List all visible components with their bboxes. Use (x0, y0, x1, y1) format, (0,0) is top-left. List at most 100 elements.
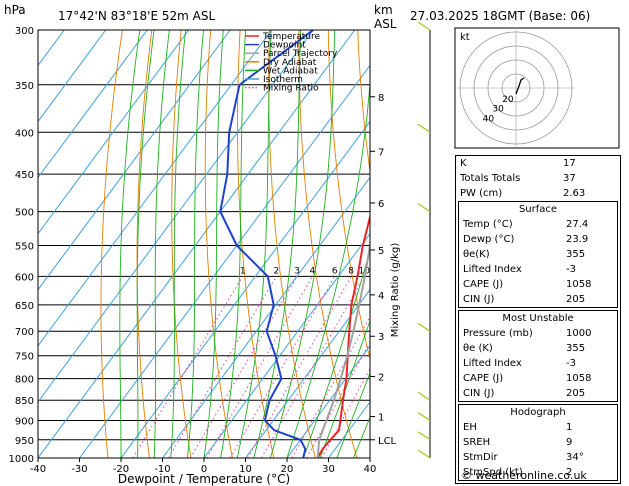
mixing-ratio-label: 2 (273, 266, 279, 276)
pressure-tick-label: 1000 (9, 454, 34, 465)
mixing-ratio-line (167, 276, 277, 458)
x-tick-label: 20 (281, 464, 294, 475)
wet-adiabat-line (269, 30, 336, 458)
dry-adiabat-line (298, 30, 358, 458)
wet-adiabat-line (220, 30, 247, 458)
left-unit-label: hPa (4, 3, 26, 17)
location-label: 17°42'N 83°18'E 52m ASL (58, 9, 215, 23)
plot-frame (37, 29, 371, 459)
legend-entry: Parcel Trajectory (263, 49, 338, 59)
wind-barb (417, 322, 431, 332)
hodograph-unit-label: kt (460, 32, 470, 43)
x-tick-label: 30 (322, 464, 335, 475)
mixing-ratio-label: 1 (240, 266, 246, 276)
isotherm-line (38, 30, 107, 123)
mixing-ratio-label: 8 (348, 266, 354, 276)
mixing-ratio-axis-title: Mixing Ratio (g/kg) (390, 243, 401, 338)
pressure-tick-label: 650 (15, 301, 34, 312)
surface-box: Surface Temp (°C) 27.4 Dewp (°C) 23.9 θe(K… (458, 201, 618, 308)
x-tick-label: 0 (201, 464, 207, 475)
height-km-label: 4 (378, 291, 384, 302)
hodo-row: EH 1 (463, 422, 573, 433)
hodograph-trace (515, 77, 525, 95)
mu-row: CIN (J) 205 (463, 388, 586, 399)
wind-barb (417, 203, 431, 213)
hodograph-table-title: Hodograph (510, 407, 566, 418)
surface-row: Temp (°C) 27.4 (463, 219, 589, 230)
mixing-ratio-line (206, 276, 313, 458)
height-km-label: 2 (378, 372, 384, 383)
isotherm-line (286, 344, 370, 458)
mixing-ratio-label: 20 (401, 266, 413, 276)
legend-entry: Wet Adiabat (263, 66, 318, 76)
hodo-row: StmSpd (kt) 2 (463, 467, 573, 478)
surface-row: CAPE (J) 1058 (463, 279, 592, 290)
mixing-ratio-label: 4 (310, 266, 316, 276)
most-unstable-box: Most Unstable Pressure (mb) 1000 θe (K) 35… (458, 310, 618, 402)
legend-entry: Dewpoint (263, 41, 306, 51)
dry-adiabat-line (357, 30, 370, 175)
pressure-tick-label: 550 (15, 241, 34, 252)
legend-entry: Temperature (262, 32, 320, 42)
wind-barb (417, 431, 431, 441)
x-tick-label: -30 (71, 464, 87, 475)
mixing-ratio-line (247, 276, 352, 458)
wet-adiabat-line (119, 30, 141, 458)
isotherm-line (38, 30, 314, 403)
wind-barb (417, 21, 431, 31)
profile-temperature (316, 213, 370, 458)
height-km-label: LCL (378, 436, 397, 447)
wet-adiabat-line (153, 30, 170, 458)
legend-entry: Isotherm (263, 75, 303, 85)
surface-row: CIN (J) 205 (463, 294, 586, 305)
pressure-tick-label: 700 (15, 327, 34, 338)
wind-barbs (417, 21, 431, 459)
pressure-tick-label: 600 (15, 272, 34, 283)
dry-adiabat-line (327, 30, 370, 361)
mixing-ratio-label: 25 (415, 266, 426, 276)
wet-adiabat-line (319, 319, 370, 458)
pressure-tick-label: 950 (15, 436, 34, 447)
pressure-tick-label: 400 (15, 128, 34, 139)
wind-barb (417, 391, 431, 401)
height-km-label: 6 (378, 199, 384, 210)
height-km-label: 7 (378, 147, 384, 158)
dry-adiabat-line (136, 30, 153, 458)
wet-adiabat-line (286, 77, 370, 458)
pressure-tick-label: 350 (15, 81, 34, 92)
mixing-ratio-line (321, 368, 370, 458)
wind-barb (417, 412, 431, 422)
isotherm-line (38, 30, 231, 291)
wind-barb (417, 449, 431, 459)
height-km-label: 3 (378, 332, 384, 343)
x-tick-label: 10 (239, 464, 252, 475)
legend-entry: Dry Adiabat (263, 58, 317, 68)
pressure-tick-label: 450 (15, 170, 34, 181)
index-row-totals: Totals Totals 37 (460, 173, 576, 184)
hodograph-ring-label: 20 (502, 95, 514, 105)
wind-barb (417, 123, 431, 133)
mu-row: CAPE (J) 1058 (463, 373, 592, 384)
mixing-ratio-line (261, 276, 365, 458)
mu-row: Lifted Index -3 (463, 358, 576, 369)
pressure-tick-label: 800 (15, 375, 34, 386)
wet-adiabat-line (236, 30, 272, 458)
x-tick-label: -40 (30, 464, 46, 475)
surface-row: Lifted Index -3 (463, 264, 576, 275)
wet-adiabat-line (136, 30, 155, 458)
right-unit-asl: ASL (374, 17, 397, 31)
mixing-ratio-line (229, 276, 336, 458)
pressure-tick-label: 850 (15, 396, 34, 407)
surface-row: Dewp (°C) 23.9 (463, 234, 589, 245)
isotherm-line (38, 30, 273, 347)
dry-adiabat-line (622, 30, 629, 458)
profile-dewpoint (219, 30, 314, 458)
mixing-ratio-line (306, 341, 370, 458)
wet-adiabat-line (303, 249, 370, 458)
right-unit-km: km (374, 3, 393, 17)
wet-adiabat-line (336, 371, 370, 458)
hodograph-table-box: Hodograph EH 1 SREH 9 StmDir 34° StmSpd (kt… (458, 404, 618, 481)
isotherm-line (38, 30, 356, 458)
